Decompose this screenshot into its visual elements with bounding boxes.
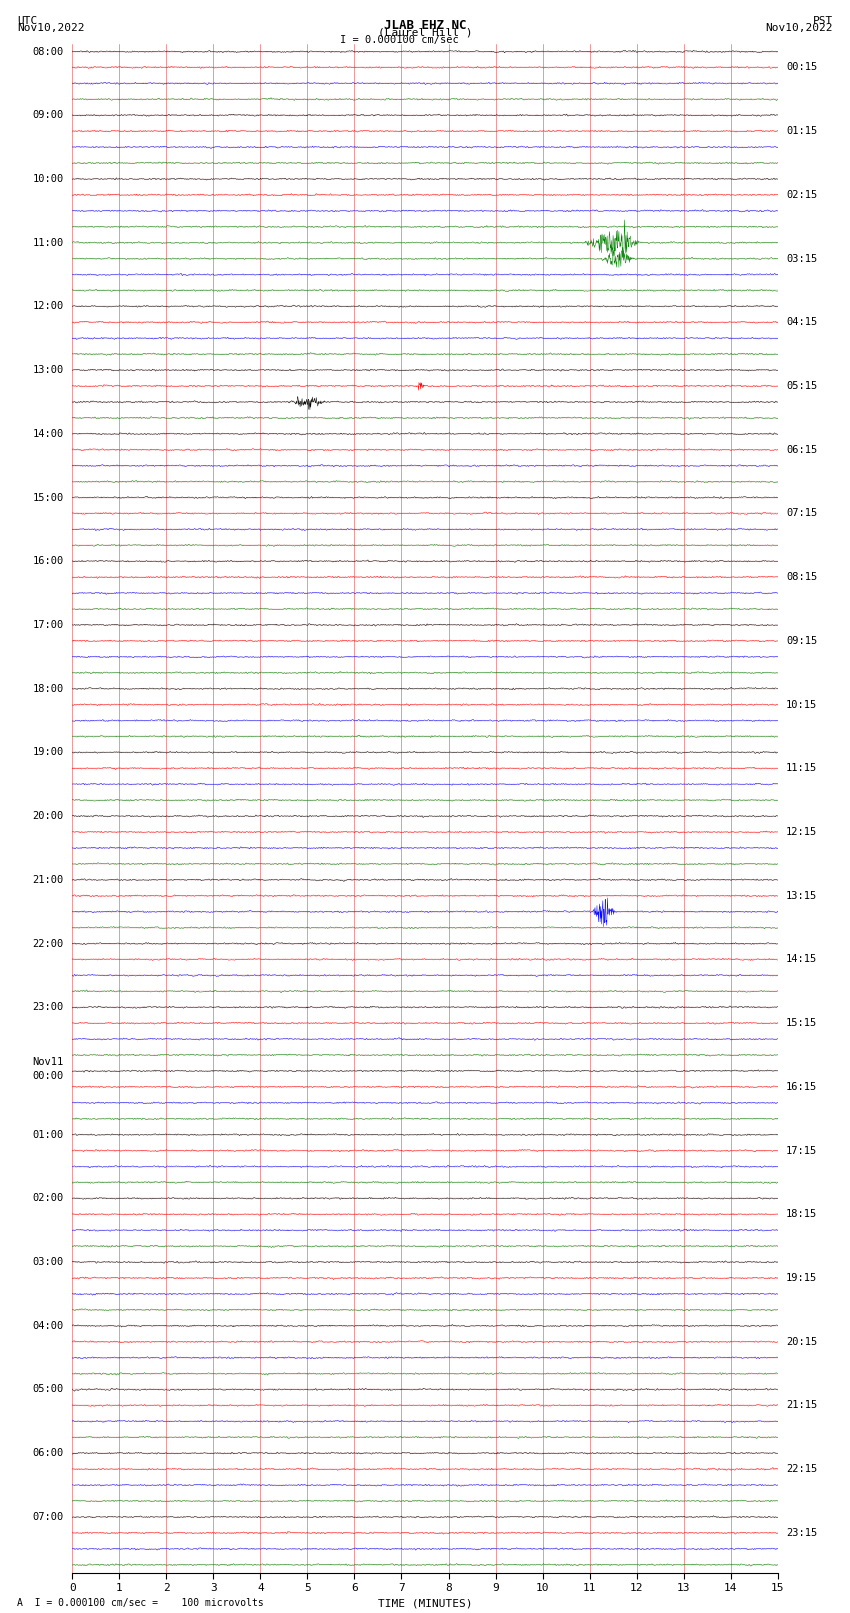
Text: 03:00: 03:00 — [32, 1257, 64, 1268]
Text: 15:15: 15:15 — [786, 1018, 818, 1027]
Text: (Laurel Hill ): (Laurel Hill ) — [377, 27, 473, 37]
Text: 09:00: 09:00 — [32, 110, 64, 121]
Text: 06:15: 06:15 — [786, 445, 818, 455]
Text: 14:00: 14:00 — [32, 429, 64, 439]
Text: Nov10,2022: Nov10,2022 — [766, 23, 833, 32]
Text: 02:15: 02:15 — [786, 190, 818, 200]
Text: UTC: UTC — [17, 16, 37, 26]
Text: 17:00: 17:00 — [32, 619, 64, 631]
Text: 04:00: 04:00 — [32, 1321, 64, 1331]
Text: 14:15: 14:15 — [786, 955, 818, 965]
Text: 20:15: 20:15 — [786, 1337, 818, 1347]
Text: 18:15: 18:15 — [786, 1210, 818, 1219]
Text: 13:15: 13:15 — [786, 890, 818, 900]
Text: A  I = 0.000100 cm/sec =    100 microvolts: A I = 0.000100 cm/sec = 100 microvolts — [17, 1598, 264, 1608]
Text: 23:15: 23:15 — [786, 1528, 818, 1537]
Text: 20:00: 20:00 — [32, 811, 64, 821]
Text: 22:00: 22:00 — [32, 939, 64, 948]
Text: 11:00: 11:00 — [32, 237, 64, 248]
Text: 00:00: 00:00 — [32, 1071, 64, 1081]
Text: 21:15: 21:15 — [786, 1400, 818, 1410]
Text: 11:15: 11:15 — [786, 763, 818, 773]
Text: 13:00: 13:00 — [32, 365, 64, 376]
Text: 21:00: 21:00 — [32, 874, 64, 886]
Text: 15:00: 15:00 — [32, 492, 64, 503]
Text: PST: PST — [813, 16, 833, 26]
Text: 19:00: 19:00 — [32, 747, 64, 758]
Text: 01:00: 01:00 — [32, 1129, 64, 1140]
Text: 08:15: 08:15 — [786, 573, 818, 582]
Text: I = 0.000100 cm/sec: I = 0.000100 cm/sec — [340, 35, 459, 45]
Text: 03:15: 03:15 — [786, 253, 818, 263]
Text: 06:00: 06:00 — [32, 1448, 64, 1458]
Text: 08:00: 08:00 — [32, 47, 64, 56]
Text: 23:00: 23:00 — [32, 1002, 64, 1013]
Text: 04:15: 04:15 — [786, 318, 818, 327]
X-axis label: TIME (MINUTES): TIME (MINUTES) — [377, 1598, 473, 1608]
Text: 01:15: 01:15 — [786, 126, 818, 135]
Text: 07:15: 07:15 — [786, 508, 818, 518]
Text: 07:00: 07:00 — [32, 1511, 64, 1523]
Text: Nov10,2022: Nov10,2022 — [17, 23, 84, 32]
Text: 16:00: 16:00 — [32, 556, 64, 566]
Text: 19:15: 19:15 — [786, 1273, 818, 1282]
Text: 10:00: 10:00 — [32, 174, 64, 184]
Text: 09:15: 09:15 — [786, 636, 818, 645]
Text: 00:15: 00:15 — [786, 63, 818, 73]
Text: 05:15: 05:15 — [786, 381, 818, 390]
Text: 12:00: 12:00 — [32, 302, 64, 311]
Text: 22:15: 22:15 — [786, 1465, 818, 1474]
Text: 12:15: 12:15 — [786, 827, 818, 837]
Text: 17:15: 17:15 — [786, 1145, 818, 1155]
Text: 18:00: 18:00 — [32, 684, 64, 694]
Text: 02:00: 02:00 — [32, 1194, 64, 1203]
Text: 05:00: 05:00 — [32, 1384, 64, 1395]
Text: 16:15: 16:15 — [786, 1082, 818, 1092]
Text: Nov11: Nov11 — [32, 1057, 64, 1066]
Text: 10:15: 10:15 — [786, 700, 818, 710]
Text: JLAB EHZ NC: JLAB EHZ NC — [383, 19, 467, 32]
